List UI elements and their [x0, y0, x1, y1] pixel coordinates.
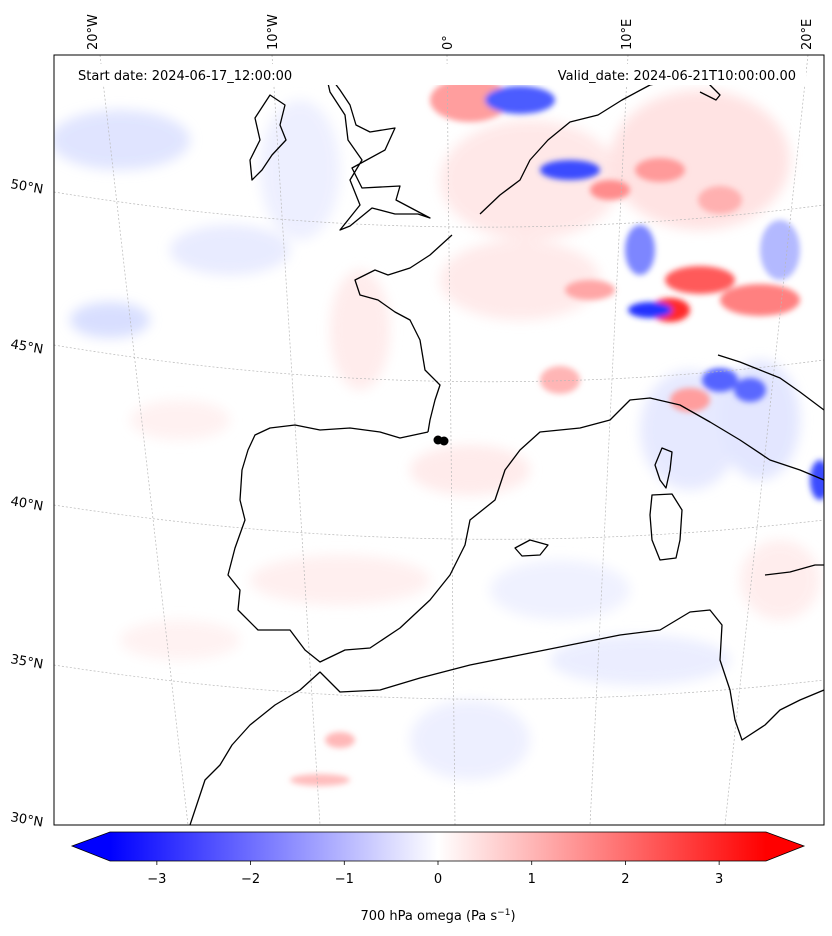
omega-field [54, 78, 824, 786]
colorbar-tick-label: 0 [434, 872, 442, 887]
valid-date-text: Valid_date: 2024-06-21T10:00:00.00 [558, 69, 796, 84]
colorbar-tick-label: 2 [621, 872, 629, 887]
coastline-ireland [249, 94, 287, 181]
colorbar-ticks: −3 −2 −1 0 1 2 3 [147, 861, 723, 887]
colorbar-tick-label: −1 [335, 872, 354, 887]
start-date-text: Start date: 2024-06-17_12:00:00 [78, 69, 292, 84]
map-panel: Start date: 2024-06-17_12:00:00 Valid_da… [53, 54, 825, 826]
colorbar-tick-label: 1 [528, 872, 536, 887]
colorbar-tick-label: −3 [147, 872, 166, 887]
lon-label-10e: 10°E [620, 19, 635, 50]
location-marker [433, 435, 449, 446]
header-background [72, 64, 806, 85]
colorbar-extend-min [72, 832, 110, 861]
graticule [54, 55, 824, 825]
coastlines [189, 69, 824, 825]
longitude-labels: 20°W 10°W 0° 10°E 20°E [86, 14, 815, 50]
gridline-10e [589, 55, 629, 825]
coastline-britain [324, 69, 431, 231]
colorbar: −3 −2 −1 0 1 2 3 700 hPa omega (Pa s−1) [70, 831, 806, 924]
gridline-20e [724, 55, 809, 825]
colorbar-label-exponent: −1 [497, 908, 510, 918]
map-frame [53, 54, 825, 826]
lat-label-35n: 35°N [9, 652, 44, 672]
gridline-10w [271, 55, 321, 825]
lon-label-0: 0° [441, 35, 456, 50]
coastline-continent-north [479, 74, 721, 215]
lon-label-20e: 20°E [800, 19, 815, 50]
latitude-labels: 50°N 45°N 40°N 35°N 30°N [9, 177, 44, 830]
colorbar-extend-max [766, 832, 804, 861]
lat-label-40n: 40°N [9, 494, 44, 514]
lon-label-20w: 20°W [86, 14, 101, 50]
gridline-20w [99, 55, 189, 825]
coastline-sardinia [649, 493, 683, 561]
colorbar-tick-label: −2 [241, 872, 260, 887]
lat-label-50n: 50°N [9, 177, 44, 197]
colorbar-tick-label: 3 [715, 872, 723, 887]
coastline-iberia [227, 397, 824, 663]
gridline-0 [446, 55, 456, 825]
colorbar-body [110, 832, 766, 861]
coastline-corsica [654, 447, 673, 489]
coastline-sicily [764, 564, 824, 576]
coastline-adriatic [717, 354, 824, 411]
coastline-balearic [514, 539, 549, 557]
lat-label-45n: 45°N [9, 337, 44, 357]
colorbar-label-suffix: ) [510, 909, 515, 924]
colorbar-label-main: 700 hPa omega (Pa s [360, 909, 497, 924]
colorbar-outline [70, 831, 806, 862]
lat-label-30n: 30°N [9, 810, 44, 830]
colorbar-label: 700 hPa omega (Pa s−1) [360, 908, 515, 924]
coastline-france-brittany [354, 234, 453, 433]
lon-label-10w: 10°W [266, 14, 281, 50]
coastline-north-africa [189, 609, 824, 825]
